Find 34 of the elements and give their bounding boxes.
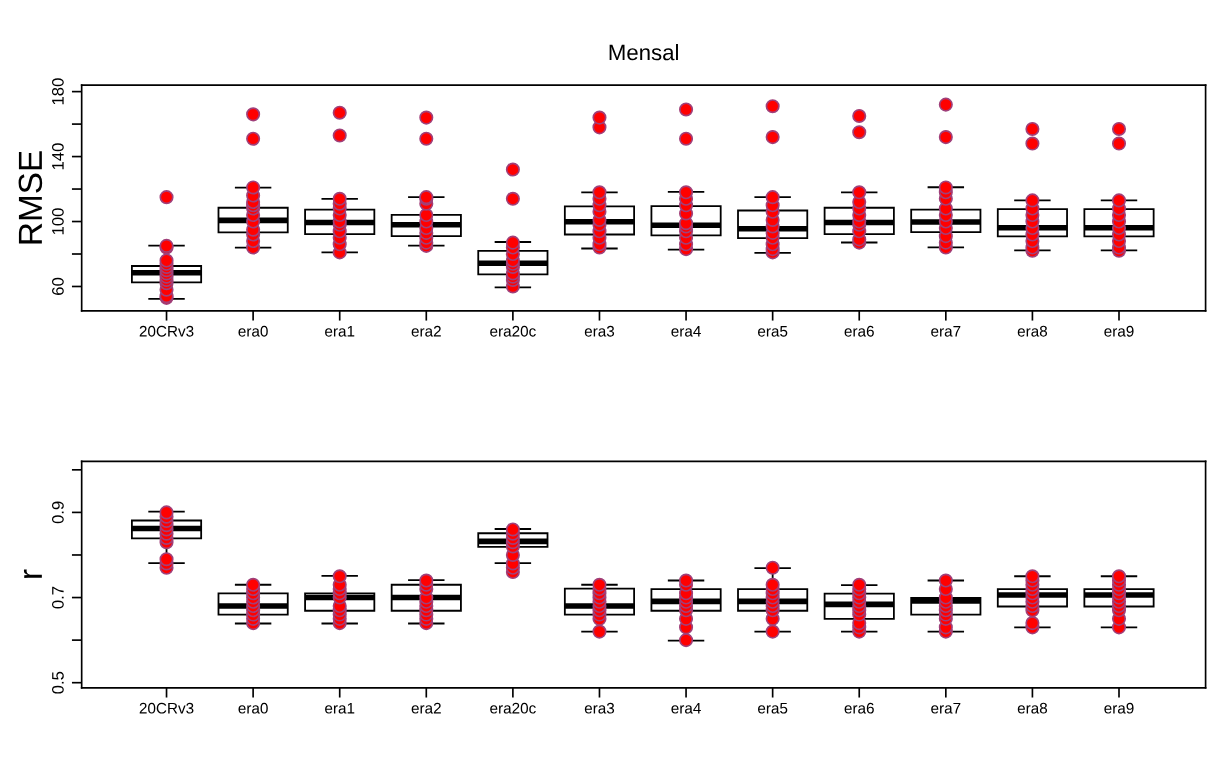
- x-tick-label: era4: [671, 325, 701, 337]
- x-tick-label: era6: [844, 702, 874, 714]
- y-tick-label: 100: [51, 208, 64, 235]
- x-tick-label: era0: [238, 325, 268, 337]
- x-tick-label: 20CRv3: [139, 702, 194, 714]
- y-tick-label: 0.9: [51, 501, 64, 524]
- x-tick-label: era0: [238, 702, 268, 714]
- x-tick-label: era1: [325, 702, 355, 714]
- x-tick-label: 20CRv3: [139, 325, 194, 337]
- x-tick-label: era7: [931, 702, 961, 714]
- x-tick-label: era4: [671, 702, 701, 714]
- x-tick-label: era1: [325, 325, 355, 337]
- x-tick-label: era5: [758, 325, 788, 337]
- x-tick-label: era9: [1104, 325, 1134, 337]
- x-tick-label: era8: [1017, 702, 1048, 714]
- x-tick-label: era20c: [490, 325, 536, 337]
- x-tick-label: era2: [411, 702, 441, 714]
- y-tick-label: 60: [51, 277, 64, 295]
- x-tick-label: era20c: [490, 702, 536, 714]
- y-tick-label: 0.5: [51, 671, 64, 694]
- x-tick-label: era7: [931, 325, 961, 337]
- x-tick-label: era2: [411, 325, 441, 337]
- chart-title: Mensal: [609, 44, 678, 61]
- x-tick-label: era9: [1104, 702, 1134, 714]
- y-tick-label: 180: [51, 78, 64, 105]
- y-tick-label: 140: [51, 143, 64, 170]
- y-tick-label: 0.7: [51, 586, 64, 609]
- x-tick-label: era3: [584, 325, 615, 337]
- y-axis-title: r: [23, 569, 42, 578]
- y-axis-title: RMSE: [18, 151, 43, 244]
- x-tick-label: era5: [758, 702, 788, 714]
- x-tick-label: era8: [1017, 325, 1048, 337]
- x-tick-label: era3: [584, 702, 615, 714]
- x-tick-label: era6: [844, 325, 874, 337]
